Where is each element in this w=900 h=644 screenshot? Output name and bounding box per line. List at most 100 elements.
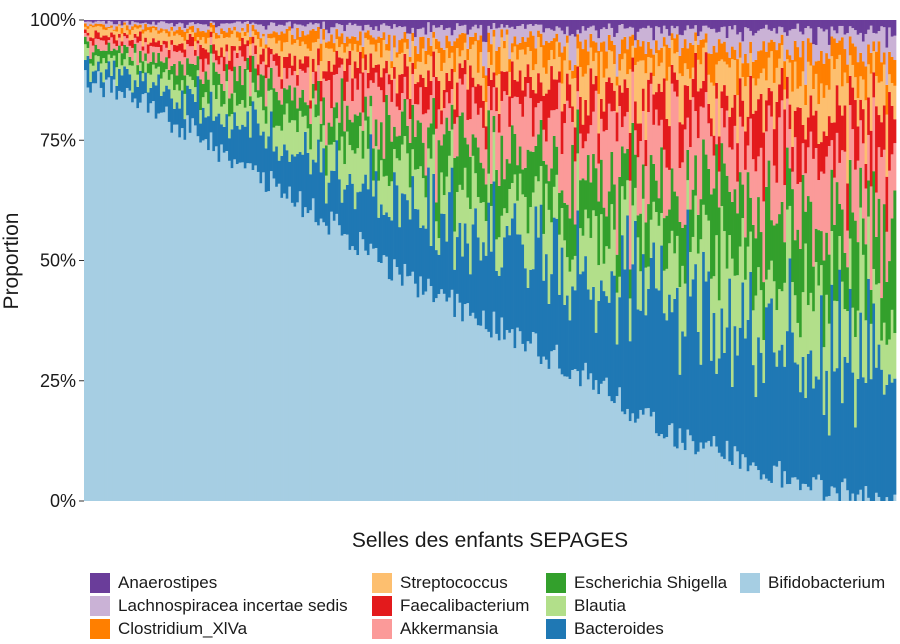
bar-segment-faecalibacterium bbox=[173, 44, 177, 52]
bar-segment-escherichia-shigella bbox=[123, 44, 127, 60]
bar-segment-clostridium-xlva bbox=[799, 57, 803, 87]
bar-segment-anaerostipes bbox=[445, 20, 449, 29]
bar-segment-blautia bbox=[212, 85, 216, 121]
bar-segment-anaerostipes bbox=[864, 20, 868, 34]
bar-segment-blautia bbox=[644, 267, 648, 316]
bar-segment-akkermansia bbox=[649, 83, 653, 156]
bar-segment-blautia bbox=[235, 105, 239, 126]
bar-segment-bacteroides bbox=[403, 194, 407, 264]
bar-segment-faecalibacterium bbox=[450, 68, 454, 90]
bar-segment-akkermansia bbox=[343, 100, 347, 132]
bar-segment-faecalibacterium bbox=[500, 71, 504, 101]
bar-segment-bifidobacterium bbox=[605, 377, 609, 501]
legend-item: Akkermansia bbox=[372, 618, 498, 640]
bar-segment-escherichia-shigella bbox=[791, 189, 795, 283]
bar-segment-clostridium-xlva bbox=[833, 38, 837, 70]
bar-segment-clostridium-xlva bbox=[194, 32, 197, 42]
bar-segment-lachnospiracea-incertae-sedis bbox=[84, 21, 87, 24]
sample-bar bbox=[311, 20, 315, 501]
bar-segment-bacteroides bbox=[288, 161, 292, 187]
bar-segment-bacteroides bbox=[890, 382, 894, 501]
bar-segment-streptococcus bbox=[120, 33, 124, 42]
bar-segment-bacteroides bbox=[235, 125, 239, 165]
bar-segment-bacteroides bbox=[338, 179, 342, 226]
bar-segment-blautia bbox=[542, 233, 546, 281]
bar-segment-bacteroides bbox=[568, 320, 572, 379]
bar-segment-faecalibacterium bbox=[123, 32, 127, 37]
bar-segment-anaerostipes bbox=[558, 20, 562, 28]
bar-segment-escherichia-shigella bbox=[660, 147, 664, 213]
bar-segment-anaerostipes bbox=[880, 20, 884, 27]
bar-segment-bifidobacterium bbox=[275, 186, 279, 502]
bar-segment-escherichia-shigella bbox=[97, 49, 101, 57]
bar-segment-streptococcus bbox=[539, 47, 543, 83]
bar-segment-escherichia-shigella bbox=[754, 238, 758, 296]
bar-segment-anaerostipes bbox=[539, 20, 543, 25]
bar-segment-streptococcus bbox=[453, 72, 457, 110]
bar-segment-escherichia-shigella bbox=[102, 50, 106, 59]
bar-segment-escherichia-shigella bbox=[445, 117, 449, 177]
bar-segment-lachnospiracea-incertae-sedis bbox=[201, 24, 205, 31]
bar-segment-akkermansia bbox=[681, 162, 685, 228]
legend-label: Lachnospiracea incertae sedis bbox=[118, 596, 348, 615]
legend: Anaerostipes Lachnospiracea incertae sedi… bbox=[90, 570, 900, 644]
bar-segment-lachnospiracea-incertae-sedis bbox=[220, 23, 224, 29]
bar-segment-lachnospiracea-incertae-sedis bbox=[453, 29, 457, 42]
bar-segment-streptococcus bbox=[529, 51, 533, 77]
bar-segment-blautia bbox=[317, 115, 321, 140]
bar-segment-blautia bbox=[662, 270, 666, 314]
bar-segment-faecalibacterium bbox=[497, 113, 501, 133]
bar-segment-clostridium-xlva bbox=[793, 40, 797, 62]
bar-segment-bifidobacterium bbox=[804, 484, 808, 501]
bar-segment-lachnospiracea-incertae-sedis bbox=[885, 47, 889, 85]
sample-bar bbox=[524, 20, 528, 501]
bar-segment-clostridium-xlva bbox=[487, 32, 491, 53]
bar-segment-akkermansia bbox=[330, 108, 334, 127]
bar-segment-blautia bbox=[550, 222, 554, 275]
bar-segment-anaerostipes bbox=[715, 20, 719, 33]
bar-segment-bacteroides bbox=[170, 98, 174, 133]
bar-segment-bifidobacterium bbox=[492, 311, 496, 501]
bar-segment-akkermansia bbox=[272, 61, 276, 89]
bar-segment-clostridium-xlva bbox=[495, 50, 499, 76]
bar-segment-faecalibacterium bbox=[254, 45, 258, 55]
bar-segment-bifidobacterium bbox=[366, 255, 370, 501]
bar-segment-anaerostipes bbox=[531, 20, 535, 26]
bar-segment-akkermansia bbox=[304, 72, 307, 103]
bar-segment-streptococcus bbox=[510, 52, 514, 62]
bar-segment-lachnospiracea-incertae-sedis bbox=[285, 22, 289, 29]
bar-segment-akkermansia bbox=[298, 69, 302, 98]
bar-segment-akkermansia bbox=[139, 41, 142, 51]
bar-segment-anaerostipes bbox=[497, 20, 501, 28]
bar-segment-faecalibacterium bbox=[754, 110, 758, 172]
bar-segment-streptococcus bbox=[607, 50, 611, 78]
bar-segment-escherichia-shigella bbox=[778, 214, 782, 290]
bar-segment-blautia bbox=[136, 74, 140, 87]
legend-item: Bifidobacterium bbox=[740, 572, 885, 594]
bar-segment-lachnospiracea-incertae-sedis bbox=[801, 34, 805, 41]
bar-segment-bifidobacterium bbox=[864, 486, 868, 501]
bar-segment-streptococcus bbox=[639, 60, 643, 124]
bar-segment-anaerostipes bbox=[882, 20, 886, 28]
bar-segment-akkermansia bbox=[421, 114, 425, 143]
bar-segment-lachnospiracea-incertae-sedis bbox=[634, 40, 638, 48]
bar-segment-bacteroides bbox=[885, 384, 889, 498]
bar-segment-clostridium-xlva bbox=[890, 56, 894, 84]
bar-segment-lachnospiracea-incertae-sedis bbox=[474, 24, 478, 33]
bar-segment-anaerostipes bbox=[885, 20, 889, 48]
bar-segment-bacteroides bbox=[531, 269, 535, 332]
bar-segment-akkermansia bbox=[869, 186, 873, 290]
bar-segment-akkermansia bbox=[662, 149, 666, 219]
bar-segment-clostridium-xlva bbox=[348, 38, 352, 44]
bar-segment-bacteroides bbox=[167, 89, 171, 122]
bar-segment-streptococcus bbox=[474, 41, 478, 87]
bar-segment-lachnospiracea-incertae-sedis bbox=[725, 38, 729, 53]
bar-segment-faecalibacterium bbox=[657, 83, 661, 126]
bar-segment-bifidobacterium bbox=[133, 98, 137, 502]
bar-segment-blautia bbox=[634, 187, 638, 221]
bar-segment-blautia bbox=[238, 103, 242, 130]
bar-segment-escherichia-shigella bbox=[657, 198, 661, 226]
sample-bar bbox=[267, 20, 271, 501]
bar-segment-blautia bbox=[256, 97, 260, 124]
sample-bar bbox=[668, 20, 672, 501]
